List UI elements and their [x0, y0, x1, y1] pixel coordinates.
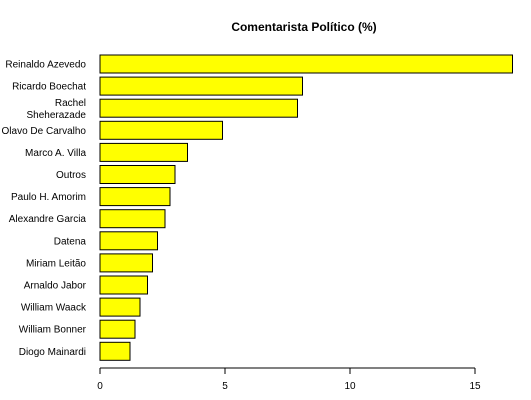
bar-marco-a-villa [99, 142, 188, 162]
bar-rachel-sheherazade [99, 98, 298, 118]
category-label-miriam-leitao: Miriam Leitão [26, 258, 86, 269]
category-label-paulo-h-amorim: Paulo H. Amorim [11, 192, 86, 203]
bar-paulo-h-amorim [99, 187, 171, 207]
category-labels: Reinaldo Azevedo Ricardo Boechat Rachel She… [2, 60, 87, 358]
category-label-william-bonner: William Bonner [19, 325, 87, 336]
x-tick-label-5: 5 [222, 381, 228, 392]
chart-title: Comentarista Político (%) [231, 20, 376, 34]
bar-diogo-mainardi [99, 341, 131, 361]
category-label-william-waack: William Waack [21, 303, 87, 314]
x-tick-label-10: 10 [344, 381, 356, 392]
bar-datena [99, 231, 158, 251]
x-axis: 0 5 10 15 [97, 367, 481, 392]
bar-olavo-de-carvalho [99, 120, 223, 140]
bar-miriam-leitao [99, 253, 153, 273]
bar-william-bonner [99, 319, 136, 339]
category-label-arnaldo-jabor: Arnaldo Jabor [24, 281, 87, 292]
category-label-marco-a-villa: Marco A. Villa [25, 148, 86, 159]
bar-outros [99, 165, 176, 184]
category-label-alexandre-garcia: Alexandre Garcia [9, 214, 87, 225]
x-tick-label-15: 15 [469, 381, 481, 392]
category-label-reinaldo-azevedo: Reinaldo Azevedo [5, 60, 86, 71]
category-label-datena: Datena [54, 236, 87, 247]
category-label-diogo-mainardi: Diogo Mainardi [19, 347, 86, 358]
bar-reinaldo-azevedo [99, 54, 513, 74]
bars-layer [99, 54, 513, 361]
x-tick-label-0: 0 [97, 381, 103, 392]
bar-alexandre-garcia [99, 209, 166, 229]
bar-arnaldo-jabor [99, 275, 148, 295]
category-label-ricardo-boechat: Ricardo Boechat [12, 82, 86, 93]
category-label-olavo-de-carvalho: Olavo De Carvalho [2, 126, 87, 137]
bar-william-waack [99, 297, 141, 317]
bar-ricardo-boechat [99, 76, 303, 96]
category-label-outros: Outros [56, 170, 86, 181]
category-label-rachel-sheherazade: Rachel Sheherazade [27, 98, 87, 121]
